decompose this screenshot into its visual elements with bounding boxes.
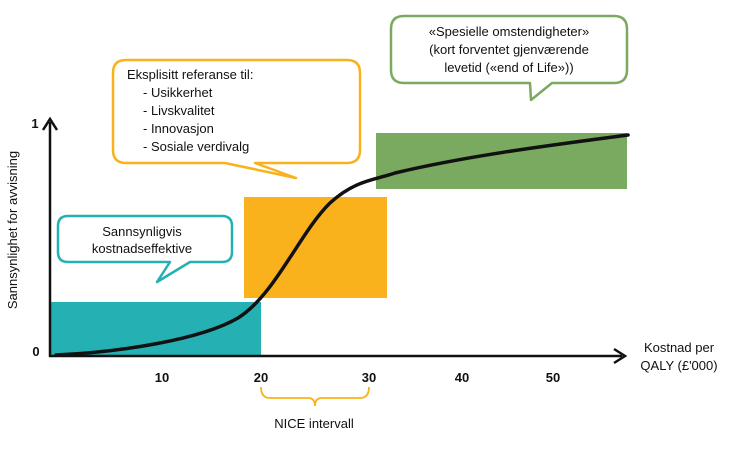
nice-range-region [244, 197, 387, 298]
cost-effective-callout [56, 214, 234, 284]
x-tick-label: 10 [155, 370, 169, 385]
y-axis-arrow [41, 116, 59, 131]
x-axis-label-line1: Kostnad per [644, 340, 715, 355]
cost-effective-callout-line: Sannsynligvis [102, 224, 182, 239]
y-tick-top: 1 [31, 116, 38, 131]
explicit-reference-title: Eksplisitt referanse til: [127, 67, 253, 82]
acceptance-curve [54, 133, 630, 357]
x-axis-label-line2: QALY (£'000) [640, 358, 717, 373]
cost-effective-callout-line: kostnadseffektive [92, 241, 192, 256]
y-tick-bottom: 0 [32, 344, 39, 359]
x-tick-label: 30 [362, 370, 376, 385]
x-axis-arrow [613, 347, 628, 365]
special-circumstances-callout-line: levetid («end of Life»)) [444, 60, 573, 75]
special-circumstances-callout-line: (kort forventet gjenværende [429, 42, 589, 57]
explicit-reference-callout [111, 58, 362, 180]
x-tick-label: 50 [546, 370, 560, 385]
special-circumstances-callout [389, 14, 629, 102]
explicit-reference-item: - Livskvalitet [143, 103, 215, 118]
x-tick-label: 40 [455, 370, 469, 385]
y-axis-label: Sannsynlighet for avvisning [5, 151, 20, 309]
special-circumstances-callout-line: «Spesielle omstendigheter» [429, 24, 589, 39]
cost-effective-region [50, 302, 261, 356]
nice-interval-brace [260, 386, 370, 407]
explicit-reference-item: - Innovasjon [143, 121, 214, 136]
explicit-reference-item: - Usikkerhet [143, 85, 213, 100]
nice-interval-label: NICE intervall [274, 416, 354, 431]
explicit-reference-item: - Sosiale verdivalg [143, 139, 249, 154]
x-tick-label: 20 [254, 370, 268, 385]
